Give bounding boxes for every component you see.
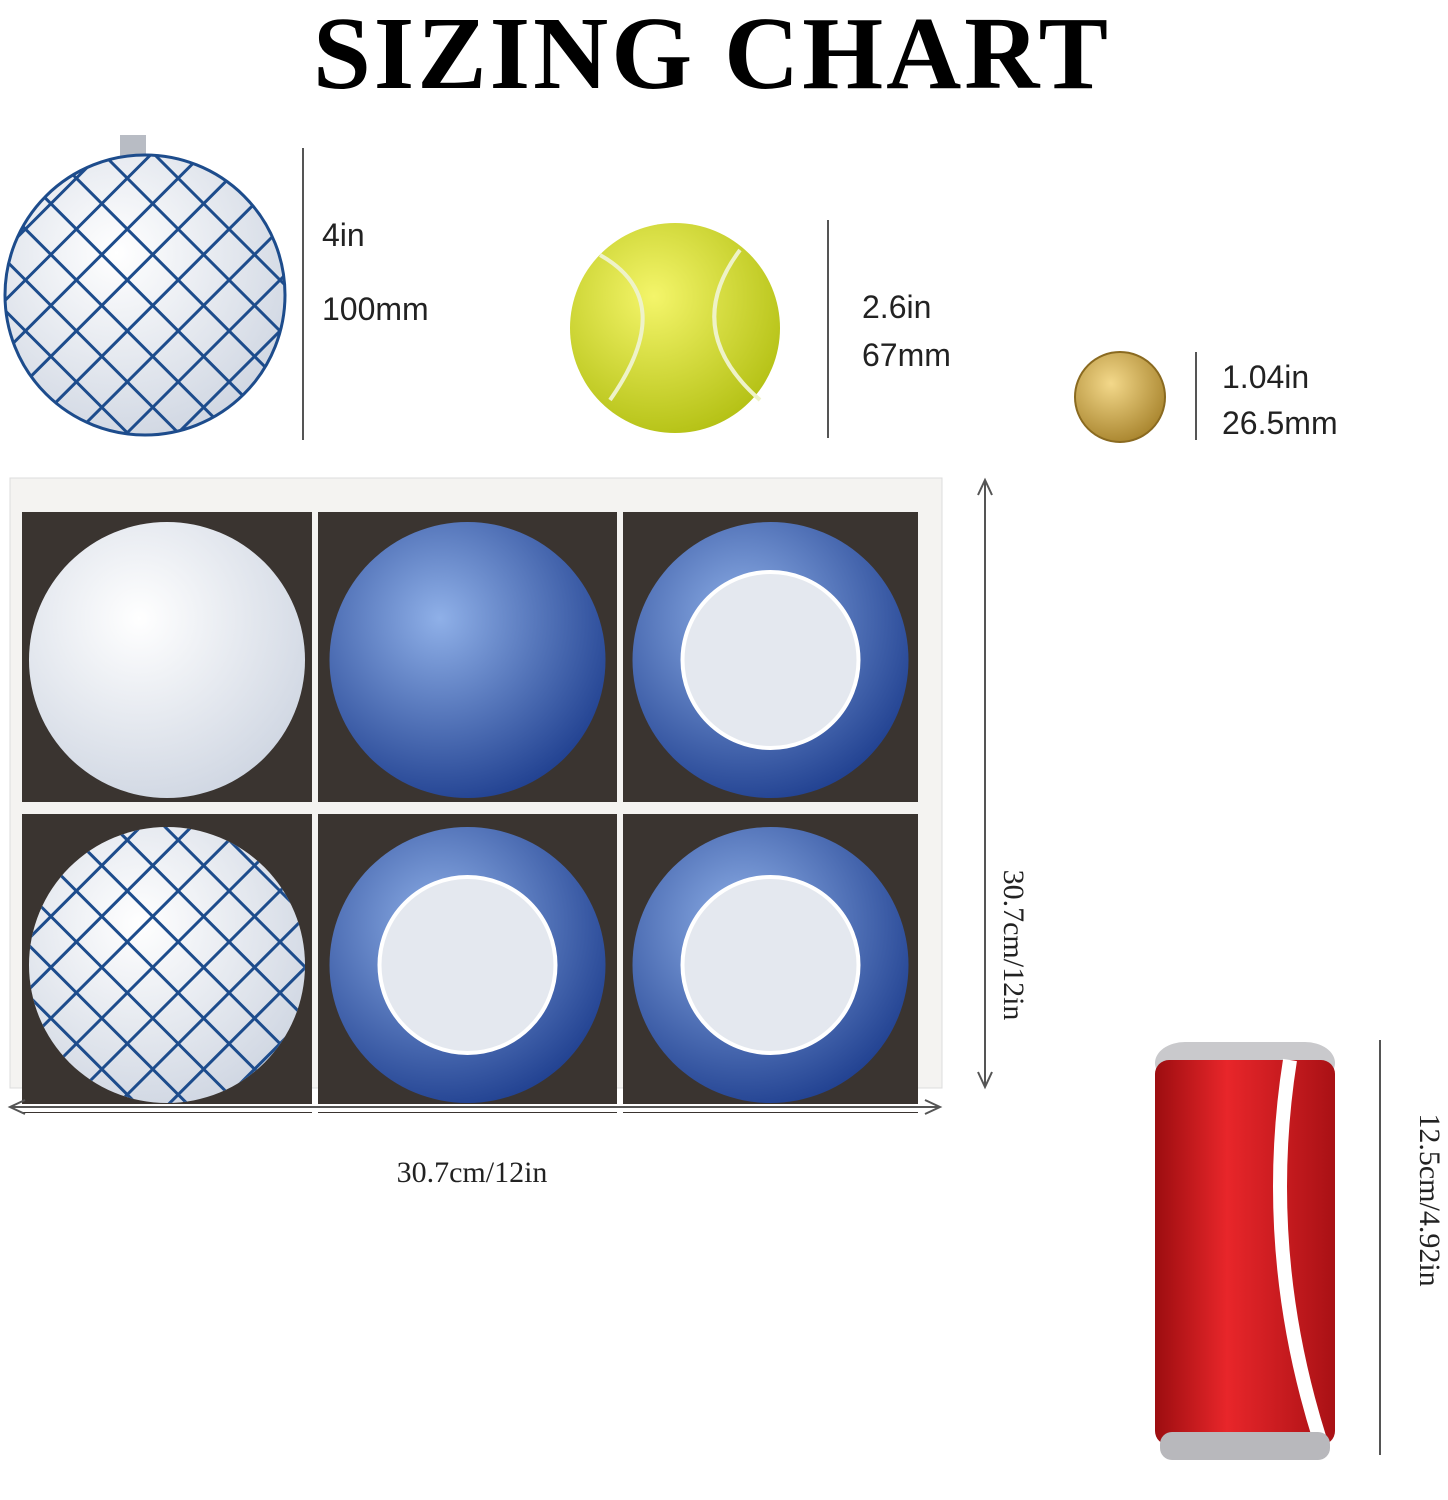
ornament-pattern — [3, 153, 287, 437]
ornament-ball — [29, 522, 305, 798]
can-swoosh — [1273, 1058, 1327, 1443]
box-cell — [623, 1112, 918, 1113]
box-height-label: 30.7cm/12in — [997, 870, 1030, 1021]
coin — [1074, 351, 1166, 443]
dimension-label: 26.5mm — [1222, 405, 1338, 441]
dimension-label: 67mm — [862, 337, 951, 373]
ornament-snowflake — [680, 875, 861, 1055]
box-cell — [22, 1112, 312, 1113]
dimension-label: 1.04in — [1222, 359, 1309, 395]
title: SIZING CHART — [313, 0, 1111, 111]
box-cells — [22, 512, 918, 1113]
dimension-label: 100mm — [322, 291, 429, 327]
box-cell — [318, 1112, 617, 1113]
arrow-heads — [977, 477, 993, 1090]
ornament-pattern — [29, 827, 305, 1103]
ornament-snowflake — [680, 570, 861, 750]
dimension-label: 2.6in — [862, 289, 931, 325]
box-width-label: 30.7cm/12in — [397, 1156, 548, 1189]
can-bottom — [1160, 1432, 1330, 1460]
ornament-cap — [120, 135, 146, 157]
ornament-ball — [329, 522, 606, 798]
arrow-heads — [7, 1099, 943, 1115]
ornament-snowflake — [377, 875, 558, 1055]
tennis-seam — [599, 248, 762, 402]
dimension-label: 4in — [322, 217, 365, 253]
can-height-label: 12.5cm/4.92in — [1413, 1113, 1446, 1286]
